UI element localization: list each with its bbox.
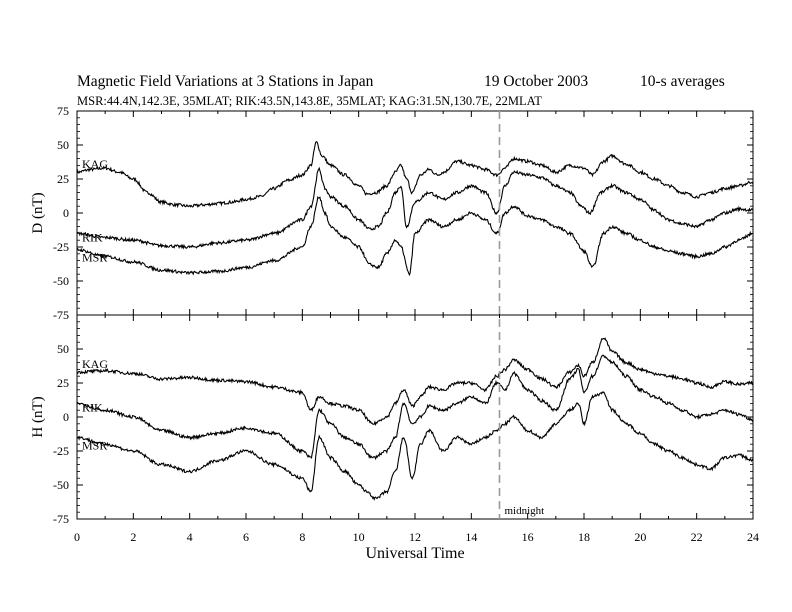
panel-frame-h — [76, 314, 754, 520]
series-line-d-kag — [76, 141, 754, 209]
x-tick-label: 2 — [130, 530, 136, 544]
y-axis-label-h: H (nT) — [30, 396, 46, 437]
series-line-h-kag — [76, 337, 754, 427]
y-tick-label-h: -75 — [53, 512, 69, 526]
y-tick-label-d: -25 — [53, 240, 69, 254]
x-tick-label: 8 — [299, 530, 305, 544]
series-label-h-msr: MSR — [82, 438, 107, 452]
y-axis-label-d: D (nT) — [30, 192, 46, 233]
series-label-d-msr: MSR — [82, 251, 107, 265]
y-tick-label-d: 50 — [57, 138, 69, 152]
chart-averaging: 10-s averages — [640, 73, 725, 90]
x-axis-label: Universal Time — [365, 545, 464, 562]
series-line-d-msr — [76, 195, 754, 277]
x-tick-label: 6 — [243, 530, 249, 544]
x-tick-label: 12 — [409, 530, 421, 544]
series-label-d-rik: RIK — [82, 230, 103, 244]
y-tick-label-d: 75 — [57, 104, 69, 118]
x-tick-label: 14 — [465, 530, 477, 544]
x-tick-label: 22 — [691, 530, 703, 544]
x-tick-label: 0 — [74, 530, 80, 544]
y-tick-label-h: 50 — [57, 342, 69, 356]
x-tick-label: 24 — [747, 530, 759, 544]
y-tick-label-d: -50 — [53, 274, 69, 288]
series-line-h-msr — [76, 391, 754, 501]
midnight-label: midnight — [505, 505, 545, 517]
x-tick-label: 16 — [522, 530, 534, 544]
chart-subtitle: MSR:44.4N,142.3E, 35MLAT; RIK:43.5N,143.… — [77, 94, 542, 108]
chart-title: Magnetic Field Variations at 3 Stations … — [77, 73, 374, 90]
series-label-h-kag: KAG — [82, 357, 108, 371]
series-line-h-rik — [76, 354, 754, 461]
chart-date: 19 October 2003 — [484, 73, 589, 90]
y-tick-label-h: 0 — [63, 410, 69, 424]
y-tick-label-h: -25 — [53, 444, 69, 458]
panel-frame-d — [76, 110, 754, 316]
x-tick-label: 4 — [187, 530, 193, 544]
series-label-d-kag: KAG — [82, 157, 108, 171]
x-tick-label: 20 — [634, 530, 646, 544]
y-tick-label-d: 0 — [63, 206, 69, 220]
y-tick-label-h: -50 — [53, 478, 69, 492]
series-label-h-rik: RIK — [82, 400, 103, 414]
y-tick-label-d: 25 — [57, 172, 69, 186]
y-tick-label-d: -75 — [53, 308, 69, 322]
x-tick-label: 18 — [578, 530, 590, 544]
y-tick-label-h: 25 — [57, 376, 69, 390]
series-line-d-rik — [76, 166, 754, 250]
x-tick-label: 10 — [353, 530, 365, 544]
